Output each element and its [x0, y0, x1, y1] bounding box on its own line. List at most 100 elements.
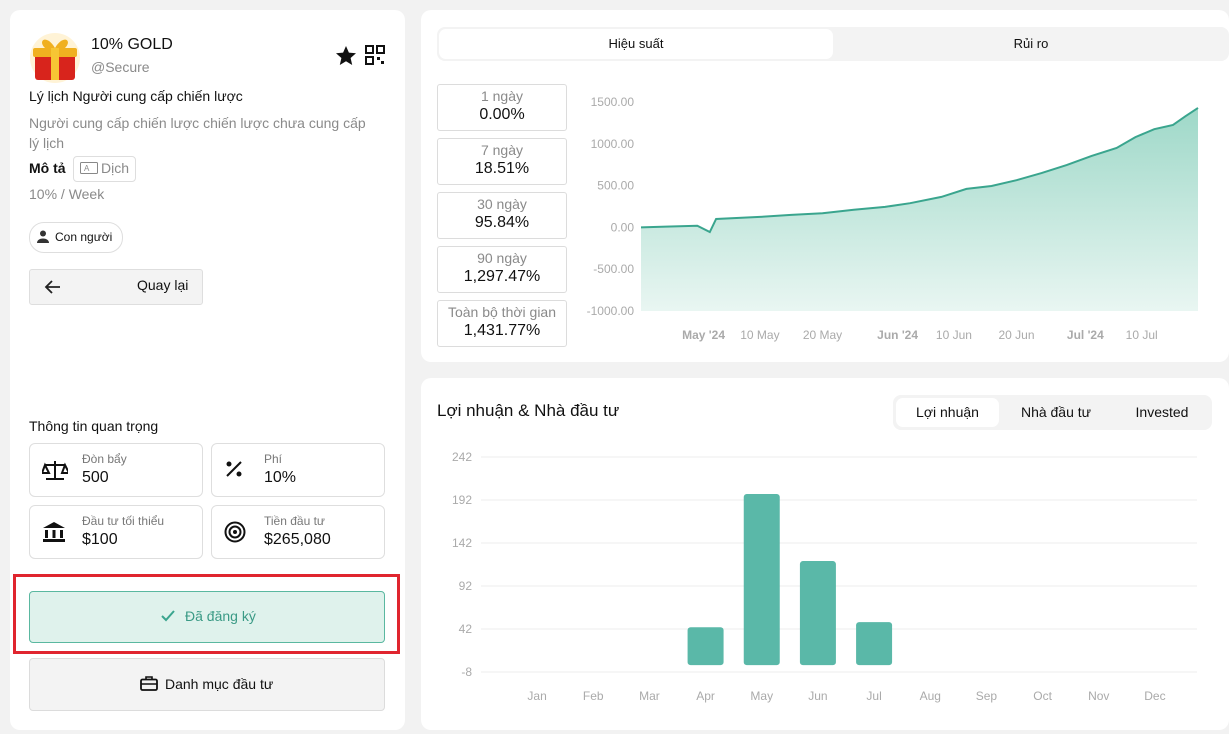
- y-tick-label: 92: [459, 579, 473, 593]
- x-tick-label: 20 May: [803, 328, 842, 342]
- period-label: 90 ngày: [477, 250, 527, 266]
- info-card: Phí 10%: [211, 443, 385, 497]
- portfolio-text[interactable]: Danh mục đầu tư: [165, 676, 274, 692]
- period-value: 1,297.47%: [463, 268, 541, 285]
- svg-text:A: A: [84, 164, 90, 173]
- x-tick-label: May: [750, 689, 773, 703]
- portfolio-button[interactable]: [29, 658, 385, 711]
- y-tick-label: 1500.00: [591, 95, 635, 109]
- info-value: $265,080: [264, 531, 331, 548]
- bar: [687, 627, 724, 666]
- area: [641, 107, 1198, 312]
- period-value: 18.51%: [474, 160, 530, 177]
- tag-text: Con người: [55, 230, 113, 244]
- y-tick-label: 42: [459, 622, 473, 636]
- y-tick-label: 142: [452, 536, 472, 550]
- tab-label[interactable]: Invested: [1135, 404, 1189, 420]
- period-value: 95.84%: [474, 214, 530, 231]
- handle: @Secure: [91, 59, 150, 75]
- check-icon: [161, 610, 175, 622]
- info-label: Phí: [264, 452, 283, 466]
- period-label: 1 ngày: [480, 88, 524, 104]
- period-label: 7 ngày: [480, 142, 524, 158]
- y-tick-label: 0.00: [611, 220, 635, 234]
- translate-text[interactable]: Dịch: [101, 160, 130, 176]
- x-tick-label: Sep: [976, 689, 998, 703]
- y-tick-label: 242: [452, 450, 472, 464]
- y-tick-label: 1000.00: [591, 137, 635, 151]
- bar: [743, 493, 780, 666]
- x-tick-label: Jun '24: [877, 328, 918, 342]
- y-tick-label: -500.00: [593, 262, 634, 276]
- x-tick-label: Jan: [527, 689, 546, 703]
- y-tick-label: -8: [461, 665, 472, 679]
- period-label: Toàn bộ thời gian: [447, 304, 557, 320]
- period-card: 7 ngày 18.51%: [437, 138, 567, 185]
- favorite-star[interactable]: [334, 44, 358, 68]
- x-tick-label: Jun: [808, 689, 827, 703]
- period-card: 1 ngày 0.00%: [437, 84, 567, 131]
- briefcase-icon: [140, 676, 158, 691]
- strategy-name: 10% GOLD: [91, 36, 173, 53]
- info-label: Đầu tư tối thiểu: [82, 514, 165, 528]
- info-card: Đầu tư tối thiểu $100: [29, 505, 203, 559]
- period-value: 1,431.77%: [463, 322, 541, 339]
- important-title: Thông tin quan trọng: [29, 418, 159, 434]
- x-tick-label: 10 Jul: [1126, 328, 1158, 342]
- x-tick-label: 20 Jun: [998, 328, 1034, 342]
- profit-panel: [421, 378, 1229, 730]
- tab-label[interactable]: Hiệu suất: [608, 36, 664, 51]
- avatar: [30, 33, 80, 83]
- x-tick-label: Mar: [639, 689, 660, 703]
- x-tick-label: 10 Jun: [936, 328, 972, 342]
- back-text[interactable]: Quay lại: [137, 277, 189, 293]
- x-tick-label: Feb: [583, 689, 604, 703]
- back-arrow: [44, 280, 60, 294]
- tab-label[interactable]: Nhà đầu tư: [1020, 404, 1092, 420]
- period-label: 30 ngày: [477, 196, 527, 212]
- person-icon: [37, 230, 49, 243]
- description-label: Mô tả: [29, 160, 66, 176]
- period-value: 0.00%: [479, 106, 525, 123]
- description-text: 10% / Week: [29, 186, 105, 202]
- y-tick-label: -1000.00: [587, 304, 635, 318]
- bio-text: Người cung cấp chiến lược chiến lược chư…: [29, 115, 366, 151]
- info-value: 10%: [264, 469, 297, 486]
- translate-icon: A: [80, 162, 98, 174]
- x-tick-label: Jul: [866, 689, 881, 703]
- active-tab[interactable]: [439, 29, 833, 59]
- active-tab[interactable]: [896, 398, 999, 427]
- subscribed-text[interactable]: Đã đăng ký: [185, 608, 256, 624]
- tab-label[interactable]: Lợi nhuận: [916, 404, 979, 420]
- x-tick-label: 10 May: [740, 328, 779, 342]
- section-title: Lợi nhuận & Nhà đầu tư: [437, 401, 620, 420]
- x-tick-label: Aug: [920, 689, 941, 703]
- period-card: 30 ngày 95.84%: [437, 192, 567, 239]
- period-card: Toàn bộ thời gian 1,431.77%: [437, 300, 567, 347]
- subscribed-button[interactable]: [29, 591, 385, 643]
- info-card: Đòn bẩy 500: [29, 443, 203, 497]
- x-tick-label: May '24: [682, 328, 725, 342]
- highlight-box: [13, 574, 400, 654]
- y-tick-label: 192: [452, 493, 472, 507]
- tab-label[interactable]: Rủi ro: [1013, 36, 1049, 51]
- info-card: Tiền đầu tư $265,080: [211, 505, 385, 559]
- info-value: 500: [82, 469, 109, 486]
- x-tick-label: Apr: [696, 689, 715, 703]
- bio-title: Lý lịch Người cung cấp chiến lược: [29, 88, 243, 104]
- x-tick-label: Dec: [1144, 689, 1165, 703]
- x-tick-label: Nov: [1088, 689, 1109, 703]
- x-tick-label: Jul '24: [1067, 328, 1104, 342]
- bar: [856, 622, 893, 666]
- x-tick-label: Oct: [1033, 689, 1052, 703]
- info-label: Tiền đầu tư: [264, 514, 325, 528]
- period-card: 90 ngày 1,297.47%: [437, 246, 567, 293]
- translate-button[interactable]: [73, 156, 136, 182]
- y-tick-label: 500.00: [597, 179, 634, 193]
- info-label: Đòn bẩy: [82, 452, 127, 466]
- tag-chip: [29, 222, 123, 253]
- line: [640, 107, 1199, 234]
- qr-code[interactable]: [365, 45, 385, 65]
